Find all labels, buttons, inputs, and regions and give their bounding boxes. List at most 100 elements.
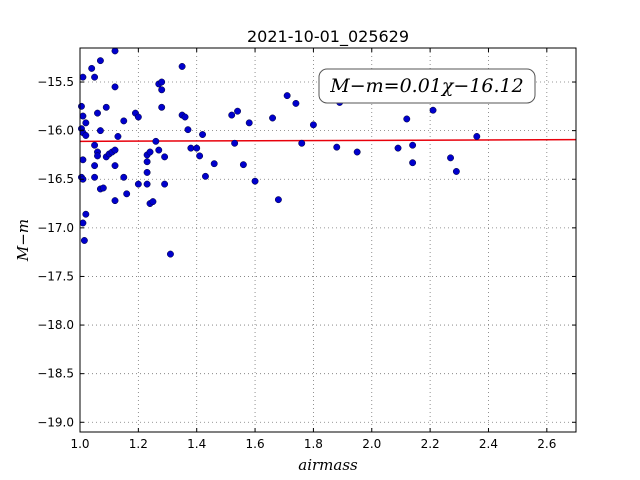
data-point [99, 184, 107, 192]
chart-title: 2021-10-01_025629 [247, 27, 409, 47]
data-point [94, 109, 101, 117]
data-point [82, 210, 90, 218]
x-tick-label: 1.0 [70, 437, 89, 451]
data-point [143, 168, 151, 176]
data-point [158, 103, 166, 111]
data-point [158, 78, 166, 86]
data-point [473, 133, 481, 140]
data-point [143, 180, 151, 188]
data-point [111, 83, 119, 91]
data-point [82, 119, 90, 127]
data-point [269, 114, 277, 122]
data-point [152, 137, 160, 145]
data-point [251, 177, 259, 185]
x-tick-label: 2.4 [479, 437, 498, 451]
data-point [134, 113, 142, 121]
data-point [78, 102, 85, 110]
y-tick-label: −18.0 [37, 318, 74, 332]
data-point [134, 180, 142, 188]
data-point [91, 73, 99, 81]
data-point [120, 173, 128, 181]
data-point [193, 144, 201, 152]
y-tick-label: −15.5 [37, 75, 74, 89]
data-point [161, 180, 169, 188]
plot-frame [79, 47, 577, 433]
x-tick-label: 1.4 [187, 437, 206, 451]
x-axis-label: airmass [298, 456, 358, 474]
data-point [111, 162, 119, 170]
data-point [158, 86, 166, 94]
data-point [283, 92, 291, 100]
data-point [298, 139, 306, 147]
data-point [409, 141, 417, 149]
data-point [199, 131, 206, 138]
data-point [245, 119, 253, 127]
scatter-points [78, 47, 481, 258]
data-point [181, 113, 189, 121]
data-point [196, 152, 204, 160]
y-tick-label: −17.5 [37, 269, 74, 283]
x-tick-label: 2.6 [537, 437, 556, 451]
data-point [80, 237, 88, 244]
y-tick-label: −16.5 [37, 172, 74, 186]
data-point [239, 161, 247, 169]
data-point [161, 153, 169, 161]
data-point [228, 111, 236, 119]
data-point [146, 148, 154, 156]
data-point [403, 115, 411, 123]
data-point [111, 197, 119, 205]
data-point [79, 219, 87, 227]
data-point [91, 173, 99, 181]
data-point [234, 107, 242, 115]
x-tick-label: 1.8 [304, 437, 323, 451]
data-point [178, 63, 186, 70]
data-point [91, 162, 99, 170]
data-point [88, 64, 96, 72]
data-point [111, 146, 119, 154]
data-point [274, 196, 282, 204]
data-point [452, 168, 460, 175]
axis-ticks: 1.0 1.2 1.4 1.6 1.8 2.0 2.2 2.4 2.6 −15.5 −16.0 −16… [37, 48, 576, 451]
annotation-text: M−m=0.01χ−16.12 [329, 75, 523, 97]
y-tick-label: −16.0 [37, 124, 74, 138]
data-point [79, 156, 87, 164]
data-point [82, 132, 90, 139]
data-point [94, 152, 101, 160]
data-point [429, 106, 437, 114]
data-point [91, 141, 99, 149]
data-point [79, 112, 87, 120]
data-point [184, 126, 192, 134]
data-point [166, 250, 174, 258]
data-point [187, 144, 195, 152]
annotation-box [318, 68, 536, 104]
data-point [111, 47, 119, 55]
x-tick-label: 1.2 [129, 437, 148, 451]
data-point [143, 158, 151, 166]
data-point [96, 127, 104, 135]
data-point [353, 148, 361, 156]
data-point [123, 190, 131, 198]
data-point [292, 99, 300, 107]
x-tick-label: 2.2 [421, 437, 440, 451]
data-point [102, 103, 110, 111]
fit-annotation: M−m=0.01χ−16.12 [318, 68, 536, 104]
y-tick-label: −17.0 [37, 221, 74, 235]
data-point [447, 154, 454, 162]
fit-line-group [79, 138, 577, 143]
data-point [210, 160, 218, 168]
y-axis-label: M−m [14, 219, 32, 262]
data-point [309, 121, 317, 129]
data-point [394, 144, 402, 152]
data-point [96, 57, 104, 65]
data-point [149, 198, 157, 206]
data-point [231, 139, 239, 147]
data-point [155, 146, 163, 154]
data-point [114, 133, 122, 140]
x-tick-label: 1.6 [246, 437, 265, 451]
data-point [202, 172, 209, 180]
y-tick-label: −18.5 [37, 367, 74, 381]
y-tick-label: −19.0 [37, 415, 74, 429]
data-point [79, 73, 87, 81]
